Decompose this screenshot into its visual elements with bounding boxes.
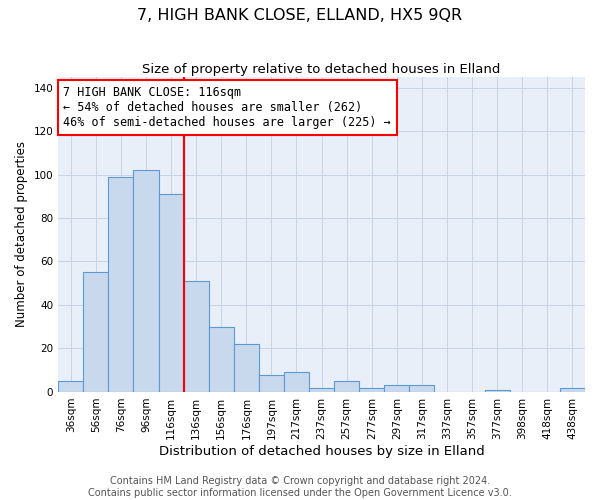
Bar xyxy=(409,386,434,392)
Bar xyxy=(83,272,109,392)
Bar xyxy=(234,344,259,392)
Bar xyxy=(284,372,309,392)
Bar xyxy=(385,386,409,392)
Bar xyxy=(109,176,133,392)
Y-axis label: Number of detached properties: Number of detached properties xyxy=(15,142,28,328)
Text: Contains HM Land Registry data © Crown copyright and database right 2024.
Contai: Contains HM Land Registry data © Crown c… xyxy=(88,476,512,498)
Bar xyxy=(359,388,385,392)
Bar xyxy=(133,170,158,392)
Bar xyxy=(334,381,359,392)
Bar xyxy=(58,381,83,392)
Bar xyxy=(209,326,234,392)
Text: 7, HIGH BANK CLOSE, ELLAND, HX5 9QR: 7, HIGH BANK CLOSE, ELLAND, HX5 9QR xyxy=(137,8,463,22)
X-axis label: Distribution of detached houses by size in Elland: Distribution of detached houses by size … xyxy=(159,444,484,458)
Title: Size of property relative to detached houses in Elland: Size of property relative to detached ho… xyxy=(142,62,501,76)
Text: 7 HIGH BANK CLOSE: 116sqm
← 54% of detached houses are smaller (262)
46% of semi: 7 HIGH BANK CLOSE: 116sqm ← 54% of detac… xyxy=(64,86,391,129)
Bar xyxy=(309,388,334,392)
Bar xyxy=(184,281,209,392)
Bar xyxy=(158,194,184,392)
Bar xyxy=(560,388,585,392)
Bar xyxy=(485,390,510,392)
Bar xyxy=(259,374,284,392)
